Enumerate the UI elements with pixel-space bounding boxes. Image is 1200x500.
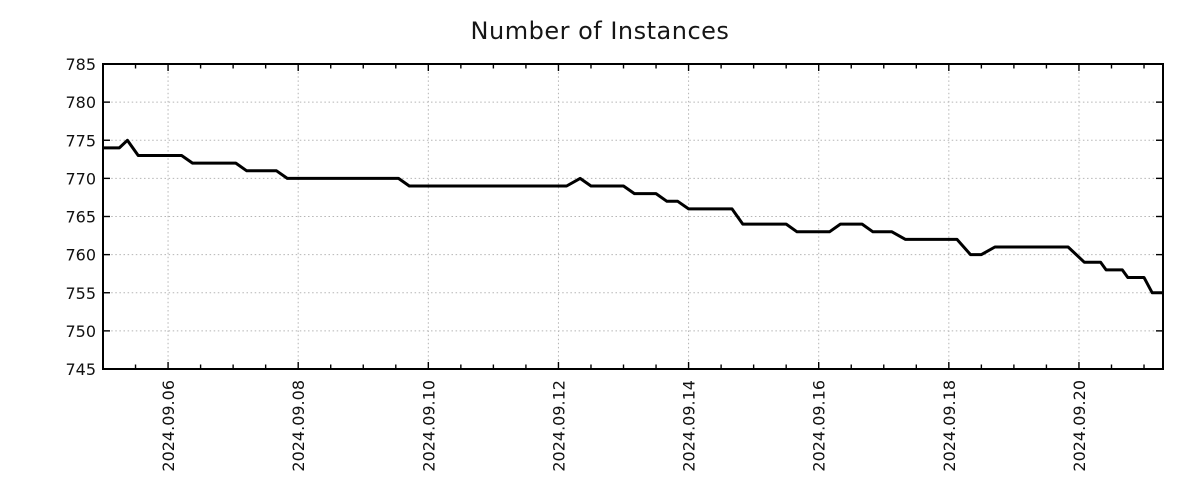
x-tick-label: 2024.09.20	[1070, 380, 1089, 472]
y-tick-label: 770	[65, 169, 96, 188]
plot-border	[102, 63, 1164, 370]
x-tick-label: 2024.09.08	[289, 380, 308, 472]
x-tick-label: 2024.09.18	[940, 380, 959, 472]
x-tick-label: 2024.09.10	[419, 380, 438, 472]
y-tick-label: 760	[65, 246, 96, 265]
x-tick-label: 2024.09.14	[680, 380, 699, 472]
y-tick-label: 745	[65, 360, 96, 379]
y-tick-label: 755	[65, 284, 96, 303]
y-tick-label: 775	[65, 131, 96, 150]
x-tick-label: 2024.09.12	[549, 380, 568, 472]
x-tick-label: 2024.09.06	[159, 380, 178, 472]
y-tick-label: 750	[65, 322, 96, 341]
y-tick-label: 785	[65, 55, 96, 74]
series-line	[103, 138, 1163, 295]
chart-title: Number of Instances	[470, 17, 730, 45]
y-tick-label: 765	[65, 208, 96, 227]
x-tick-label: 2024.09.16	[810, 380, 829, 472]
y-tick-label: 780	[65, 93, 96, 112]
